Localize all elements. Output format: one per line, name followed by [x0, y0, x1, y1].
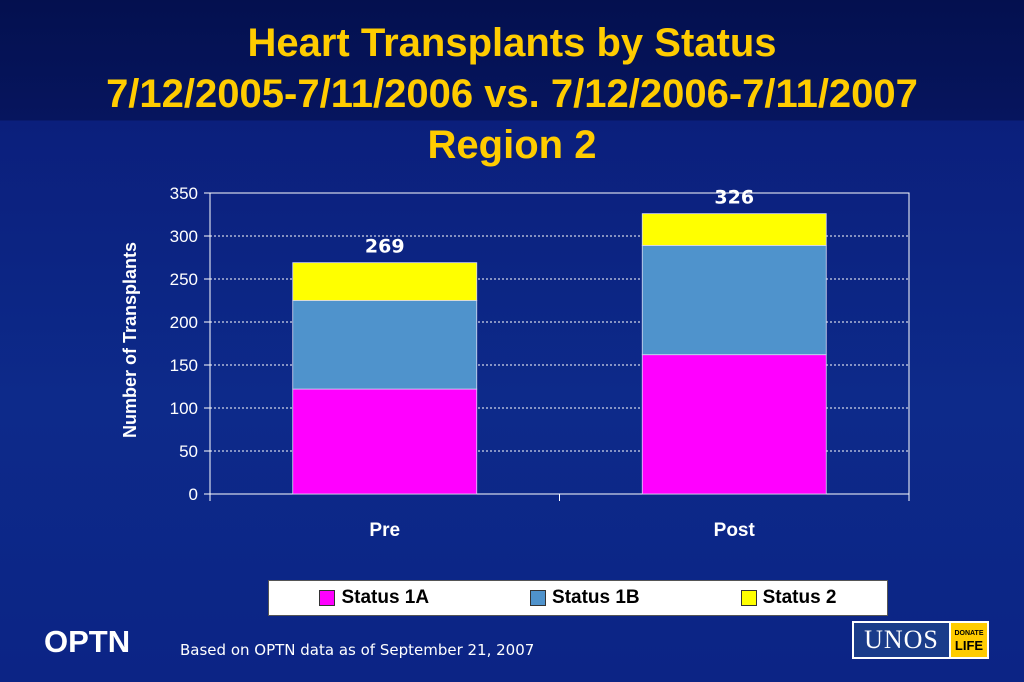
y-axis-label: Number of Transplants [120, 242, 140, 438]
legend-swatch-status-1b [530, 590, 547, 606]
legend-label-status-1b: Status 1B [552, 587, 640, 608]
x-category-label-pre: Pre [369, 520, 400, 541]
legend-swatch-status-1a [319, 590, 336, 606]
legend-item-status-1b: Status 1B [530, 587, 640, 609]
bar-pre-status-1b [292, 300, 478, 390]
bar-post-status-1a [641, 354, 827, 495]
legend-label-status-2: Status 2 [762, 587, 837, 608]
unos-logo-text: UNOS [854, 623, 951, 657]
y-tick-label-300: 300 [170, 227, 198, 246]
y-tick-label-200: 200 [170, 313, 198, 332]
title-line-1: Heart Transplants by Status [247, 21, 777, 65]
y-tick-label-150: 150 [170, 356, 198, 375]
chart-legend: Status 1A Status 1B Status 2 [268, 580, 888, 616]
x-category-label-post: Post [714, 520, 756, 541]
y-tick-label-100: 100 [170, 399, 198, 418]
total-label-post: 326 [714, 187, 754, 209]
bar-pre-status-2 [292, 262, 478, 301]
y-tick-label-0: 0 [189, 485, 198, 504]
bar-post-status-1b [641, 245, 827, 356]
data-source-note: Based on OPTN data as of September 21, 2… [180, 641, 535, 659]
title-line-3: Region 2 [427, 123, 597, 167]
life-text: LIFE [954, 637, 984, 653]
total-label-pre: 269 [365, 236, 405, 258]
chart-title: Heart Transplants by Status 7/12/2005-7/… [0, 18, 1024, 171]
donate-life-badge: DONATE LIFE [951, 623, 987, 657]
title-line-2: 7/12/2005-7/11/2006 vs. 7/12/2006-7/11/2… [106, 72, 918, 116]
y-tick-label-50: 50 [179, 442, 198, 461]
bar-post-status-2 [641, 213, 827, 246]
bar-pre-status-1a [292, 388, 478, 495]
y-tick-label-350: 350 [170, 184, 198, 203]
legend-swatch-status-2 [740, 590, 757, 606]
donate-text: DONATE [954, 629, 984, 637]
legend-item-status-2: Status 2 [740, 587, 837, 609]
y-tick-label-250: 250 [170, 270, 198, 289]
optn-brand: OPTN [44, 624, 131, 659]
legend-item-status-1a: Status 1A [319, 587, 429, 609]
legend-label-status-1a: Status 1A [341, 587, 430, 608]
unos-donate-life-logo: UNOS DONATE LIFE [852, 621, 989, 659]
